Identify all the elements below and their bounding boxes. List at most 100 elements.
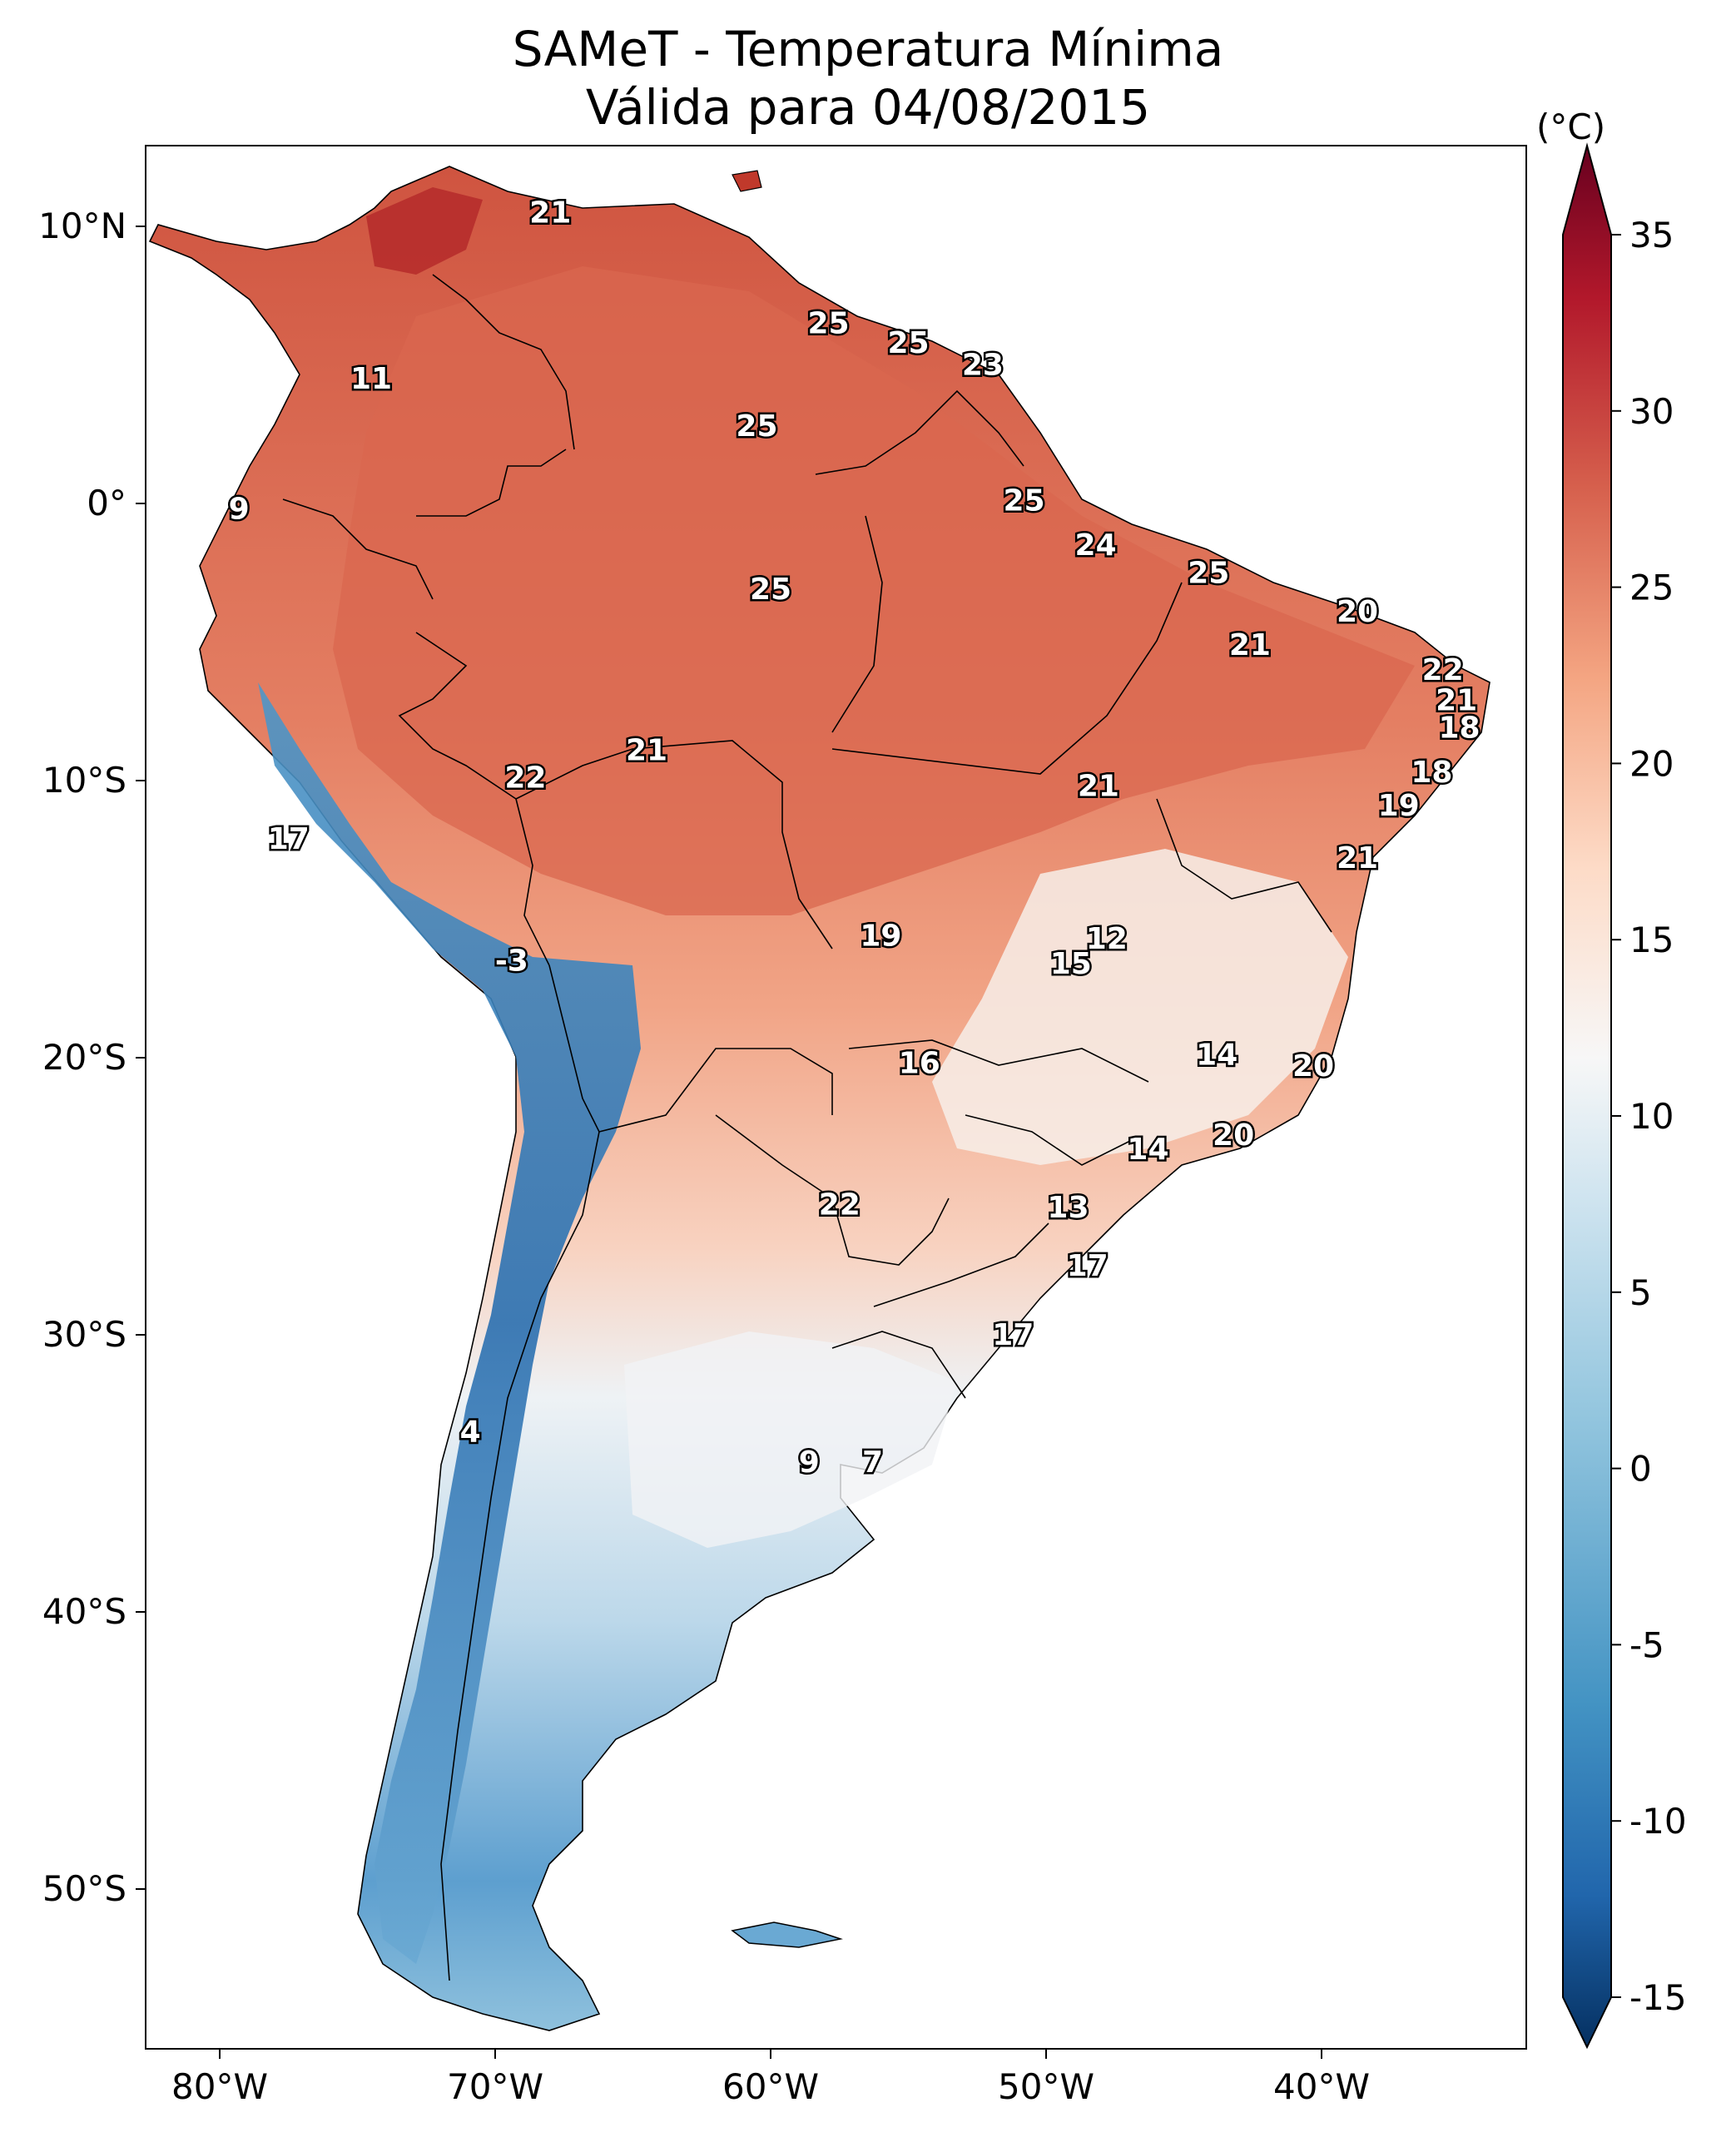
colorbar-ticks: 35 30 25 20 15 10 5 0 -5 -10 -15 bbox=[1611, 215, 1687, 2018]
temperature-value-label: 16 bbox=[899, 1047, 940, 1081]
border-brazil-states-south bbox=[848, 1039, 1149, 1083]
border-peru-ecuador bbox=[282, 498, 434, 600]
trinidad-island bbox=[732, 170, 762, 192]
longitude-axis: 80°W 70°W 60°W 50°W 40°W bbox=[171, 2049, 1370, 2107]
temperature-value-label: 25 bbox=[807, 307, 849, 341]
map-frame bbox=[145, 145, 1527, 2050]
colorbar-tick-label: 35 bbox=[1629, 215, 1674, 255]
temperature-value-label: 20 bbox=[1213, 1118, 1254, 1153]
temperature-value-label: 21 bbox=[626, 733, 667, 767]
border-bolivia-paraguay bbox=[598, 1048, 833, 1133]
lat-tick-label: 50°S bbox=[42, 1868, 126, 1909]
temperature-value-label: 9 bbox=[799, 1445, 820, 1480]
temperature-value-label: 11 bbox=[350, 362, 392, 396]
colorbar-tick-label: 0 bbox=[1629, 1449, 1652, 1490]
border-colombia-venezuela bbox=[432, 274, 575, 450]
temperature-value-label: 25 bbox=[887, 326, 929, 360]
temperature-value-label: 23 bbox=[962, 349, 1004, 383]
border-brazil-states-center bbox=[831, 582, 1183, 775]
temperature-value-label: 22 bbox=[1422, 653, 1464, 687]
lat-tick-label: 10°S bbox=[42, 760, 126, 801]
temperature-value-label: 14 bbox=[1127, 1133, 1168, 1167]
temperature-value-label: 14 bbox=[1196, 1039, 1238, 1073]
title-line-1: SAMeT - Temperatura Mínima bbox=[512, 21, 1224, 77]
temperature-value-label: 13 bbox=[1047, 1191, 1089, 1225]
lon-tick-label: 80°W bbox=[171, 2066, 268, 2107]
caribbean-hot-region bbox=[366, 187, 483, 275]
map-title: SAMeT - Temperatura Mínima Válida para 0… bbox=[0, 20, 1736, 136]
colorbar-tick-label: -15 bbox=[1629, 1977, 1687, 2018]
colorbar-tick-label: 25 bbox=[1629, 568, 1674, 608]
temperature-value-label: 18 bbox=[1438, 712, 1480, 746]
temperature-value-label: 25 bbox=[736, 409, 777, 444]
temperature-value-label: -3 bbox=[495, 944, 528, 978]
temperature-value-label: 17 bbox=[992, 1318, 1034, 1352]
temperature-value-label: 12 bbox=[1086, 922, 1128, 956]
colorbar-tick-label: -10 bbox=[1629, 1801, 1687, 1842]
amazon-warm-region bbox=[333, 266, 1415, 915]
temperature-value-label: 21 bbox=[1078, 770, 1119, 804]
temperature-value-label: 7 bbox=[862, 1445, 883, 1480]
border-bolivia-peru bbox=[515, 798, 550, 966]
title-line-2: Válida para 04/08/2015 bbox=[585, 79, 1151, 136]
colorbar-tick-label: 15 bbox=[1629, 920, 1674, 960]
temperature-value-label: 21 bbox=[1337, 841, 1378, 875]
border-paraguay-argentina bbox=[715, 1114, 950, 1266]
colorbar-tick-label: 20 bbox=[1629, 743, 1674, 784]
temperature-value-label: 25 bbox=[1188, 556, 1229, 590]
temperature-value-label: 22 bbox=[504, 761, 546, 796]
temperature-value-label: 18 bbox=[1411, 756, 1452, 790]
temperature-value-label: 20 bbox=[1337, 595, 1378, 629]
latitude-axis: 10°N 0° 10°S 20°S 30°S 40°S 50°S bbox=[38, 206, 146, 1909]
border-brazil-uruguay bbox=[831, 1331, 966, 1399]
temperature-value-label: 24 bbox=[1075, 528, 1117, 563]
lat-tick-label: 0° bbox=[87, 483, 126, 523]
colorbar-tick-label: -5 bbox=[1629, 1624, 1664, 1665]
temperature-value-label: 19 bbox=[1378, 789, 1420, 823]
islands bbox=[731, 170, 843, 1948]
border-brazil-guianas bbox=[815, 389, 1024, 475]
temperature-value-label: 21 bbox=[1436, 683, 1477, 717]
falkland-islands bbox=[731, 1921, 843, 1948]
temperature-value-label: 20 bbox=[1292, 1049, 1334, 1083]
border-chile-argentina bbox=[440, 1131, 600, 1981]
colorbar: 35 30 25 20 15 10 5 0 -5 -10 -15 bbox=[1562, 142, 1687, 2050]
lon-tick-label: 50°W bbox=[998, 2066, 1094, 2107]
lat-tick-label: 30°S bbox=[42, 1314, 126, 1355]
colorbar-unit-label: (°C) bbox=[1536, 107, 1606, 147]
border-bolivia-chile bbox=[548, 964, 600, 1133]
temperature-value-label: 4 bbox=[460, 1416, 481, 1450]
lon-tick-label: 70°W bbox=[447, 2066, 543, 2107]
temperature-value-label: 17 bbox=[268, 822, 310, 856]
temperature-value-label: 25 bbox=[1003, 484, 1044, 518]
lon-tick-label: 60°W bbox=[722, 2066, 819, 2107]
colorbar-tick-label: 10 bbox=[1629, 1096, 1674, 1137]
temperature-value-label: 21 bbox=[1229, 628, 1271, 662]
colorbar-tick-label: 30 bbox=[1629, 391, 1674, 432]
lat-tick-label: 10°N bbox=[38, 206, 126, 246]
lat-tick-label: 20°S bbox=[42, 1037, 126, 1078]
temperature-value-label: 15 bbox=[1050, 947, 1092, 981]
temperature-value-label: 19 bbox=[860, 919, 901, 953]
highland-light-region bbox=[932, 849, 1348, 1165]
temperature-value-label: 9 bbox=[229, 493, 250, 527]
andes-cold-region bbox=[258, 682, 641, 1964]
temperature-value-label: 17 bbox=[1067, 1249, 1109, 1283]
pampas-light-region bbox=[624, 1331, 957, 1548]
lon-tick-label: 40°W bbox=[1273, 2066, 1370, 2107]
lat-tick-label: 40°S bbox=[42, 1591, 126, 1632]
temperature-value-label: 22 bbox=[819, 1188, 861, 1222]
temperature-value-label: 25 bbox=[750, 573, 791, 607]
border-colombia-brazil bbox=[416, 449, 567, 517]
border-brazil-states-southeast bbox=[965, 1114, 1133, 1166]
colorbar-tick-label: 5 bbox=[1629, 1272, 1652, 1313]
colorbar-body bbox=[1562, 142, 1612, 2050]
border-peru-brazil bbox=[398, 632, 517, 800]
border-bolivia-brazil bbox=[515, 740, 833, 950]
temperature-value-label: 21 bbox=[529, 196, 571, 230]
border-brazil-states-north bbox=[831, 515, 883, 733]
country-borders bbox=[282, 274, 1332, 1981]
